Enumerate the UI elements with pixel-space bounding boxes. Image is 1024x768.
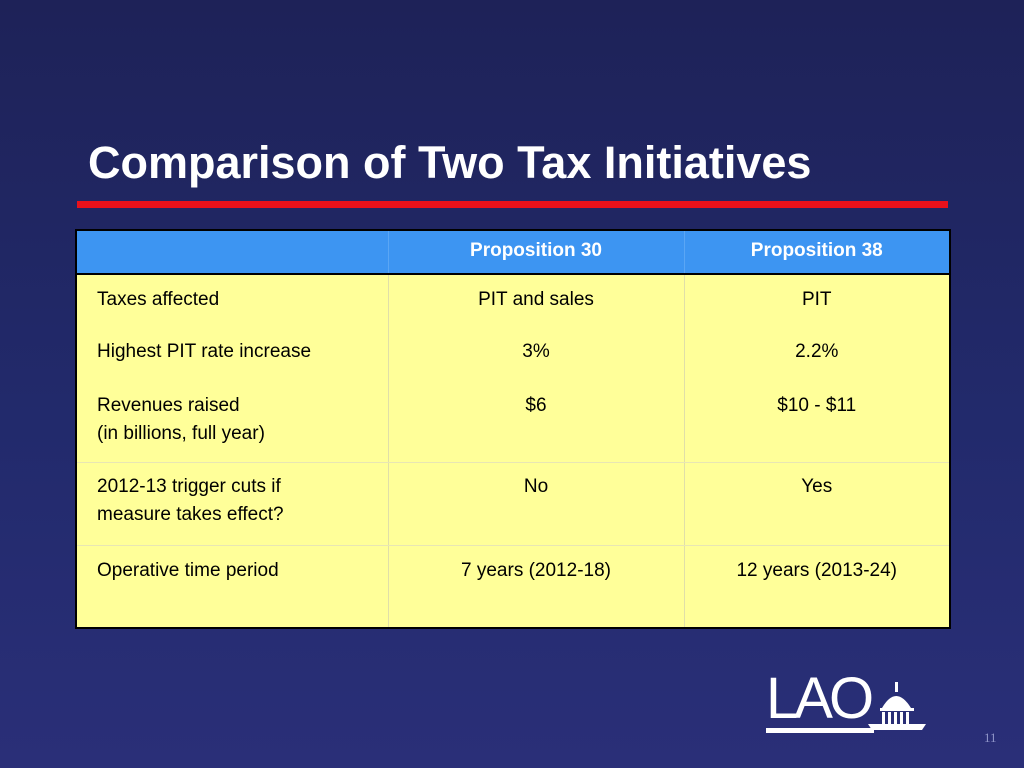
comparison-table: Proposition 30 Proposition 38 Taxes affe… [75, 229, 951, 629]
row-label: Revenues raised (in billions, full year) [76, 381, 389, 463]
prop30-value: 7 years (2012-18) [388, 545, 685, 628]
prop30-value: No [388, 462, 685, 546]
logo-lettering: LAO [766, 666, 872, 731]
prop38-value: $10 - $11 [684, 381, 950, 463]
row-label-line1: Revenues raised [97, 395, 240, 416]
logo-underline [766, 728, 874, 733]
table-header-row: Proposition 30 Proposition 38 [76, 230, 950, 275]
row-label-line2: (in billions, full year) [97, 423, 265, 444]
row-label-line2: measure takes effect? [97, 503, 284, 525]
prop38-value: 2.2% [684, 326, 950, 381]
table-row: 2012-13 trigger cuts if measure takes ef… [76, 462, 950, 546]
row-label-line1: 2012-13 trigger cuts if [97, 475, 281, 497]
lao-logo: LAO [766, 666, 926, 733]
prop30-value: $6 [388, 381, 685, 463]
page-number: 11 [984, 730, 997, 745]
header-blank [76, 230, 389, 275]
prop38-value: Yes [684, 462, 950, 546]
table-row: Taxes affected PIT and sales PIT [76, 274, 950, 326]
prop30-value: PIT and sales [388, 274, 685, 326]
row-label: Taxes affected [76, 274, 389, 326]
row-label: 2012-13 trigger cuts if measure takes ef… [76, 462, 389, 546]
table-row: Highest PIT rate increase 3% 2.2% [76, 326, 950, 381]
header-proposition-30: Proposition 30 [388, 230, 685, 275]
table-row: Revenues raised (in billions, full year)… [76, 381, 950, 463]
prop38-value: 12 years (2013-24) [684, 545, 950, 628]
title-underline [77, 201, 948, 208]
prop38-value: PIT [684, 274, 950, 326]
row-label: Highest PIT rate increase [76, 326, 389, 381]
table-row: Operative time period 7 years (2012-18) … [76, 545, 950, 628]
row-label: Operative time period [76, 545, 389, 628]
slide-title: Comparison of Two Tax Initiatives [88, 137, 812, 188]
prop30-value: 3% [388, 326, 685, 381]
capitol-dome-icon [868, 682, 926, 730]
header-proposition-38: Proposition 38 [684, 230, 950, 275]
